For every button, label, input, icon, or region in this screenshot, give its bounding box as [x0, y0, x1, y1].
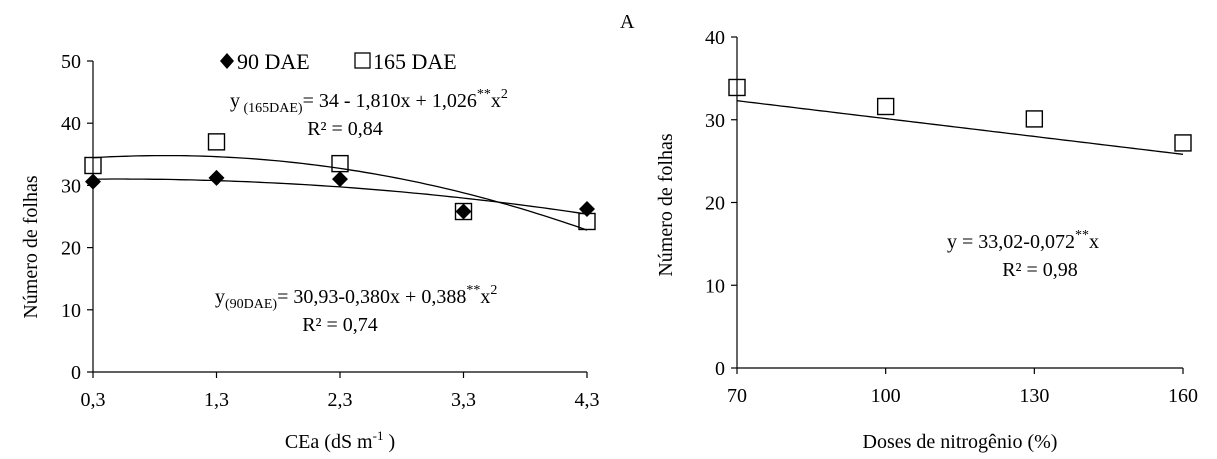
chart1-markers	[84, 133, 596, 231]
chart1-fit-curves	[92, 154, 588, 231]
x-tick-label: 100	[871, 385, 901, 407]
fit-curve-0	[736, 100, 1184, 155]
diamond-marker	[208, 169, 225, 186]
chart1-legend: 90 DAE 165 DAE	[220, 49, 457, 74]
chart2-xlabel: Doses de nitrogênio (%)	[863, 431, 1058, 453]
chart-nitrogen: Número de folhas Doses de nitrogênio (%)…	[655, 27, 1198, 453]
chart1-xlabel: CEa (dS m-1 )	[285, 428, 395, 453]
x-tick-label: 2,3	[328, 389, 353, 411]
y-tick-label: 20	[705, 193, 725, 215]
legend-diamond-marker	[220, 53, 234, 69]
equation-165dae: y (165DAE)= 34 - 1,810x + 1,026**x2	[230, 87, 508, 116]
diamond-marker	[85, 173, 101, 190]
square-marker	[84, 156, 102, 175]
square-marker	[331, 154, 349, 173]
y-tick-label: 20	[61, 238, 81, 260]
r2-nitrogen: R² = 0,98	[1002, 259, 1078, 281]
x-tick-label: 130	[1019, 385, 1049, 407]
x-tick-label: 160	[1168, 385, 1198, 407]
diamond-marker	[455, 203, 472, 220]
diamond-marker	[579, 201, 595, 218]
legend-label-165dae: 165 DAE	[373, 49, 457, 74]
chart1-axes: 0 10 20 30 40 50 0,3 1,3 2,3 3,3 4,3	[61, 51, 600, 411]
chart2-ylabel: Número de folhas	[655, 133, 677, 277]
chart2-markers	[728, 78, 1192, 152]
square-marker	[876, 97, 895, 116]
square-marker	[1025, 110, 1044, 128]
diamond-marker	[332, 171, 348, 188]
x-tick-label: 4,3	[575, 389, 600, 411]
legend-label-90dae: 90 DAE	[237, 49, 310, 74]
chart2-fit-line	[736, 100, 1184, 155]
chart-salinity: Número de folhas CEa (dS m-1 ) 0 10 20 30 40…	[20, 49, 600, 453]
y-tick-label: 10	[705, 275, 725, 297]
chart2-axes: 0 10 20 30 40 70 100 130 160	[705, 27, 1198, 407]
y-tick-label: 40	[705, 27, 725, 49]
panel-label: A	[620, 11, 635, 33]
equation-90dae: y(90DAE)= 30,93-0,380x + 0,388**x2	[215, 283, 497, 312]
square-marker	[207, 133, 226, 151]
square-marker	[454, 202, 473, 221]
y-tick-label: 50	[61, 51, 81, 73]
y-tick-label: 0	[715, 358, 725, 380]
square-marker	[728, 78, 746, 97]
r2-165dae: R² = 0,84	[307, 118, 383, 140]
x-tick-label: 70	[727, 385, 747, 407]
chart1-ylabel: Número de folhas	[20, 175, 42, 319]
y-tick-label: 30	[705, 110, 725, 132]
equation-nitrogen: y = 33,02-0,072**x	[947, 228, 1099, 253]
y-tick-label: 30	[61, 175, 81, 197]
fit-curve-1	[92, 154, 588, 231]
r2-90dae: R² = 0,74	[302, 314, 378, 336]
y-tick-label: 40	[61, 113, 81, 135]
x-tick-label: 0,3	[81, 389, 106, 411]
x-tick-label: 1,3	[204, 389, 229, 411]
y-tick-label: 0	[71, 362, 81, 384]
legend-square-marker	[354, 52, 371, 69]
square-marker	[1174, 134, 1192, 152]
y-tick-label: 10	[61, 300, 81, 322]
x-tick-label: 3,3	[451, 389, 476, 411]
square-marker	[578, 212, 596, 231]
